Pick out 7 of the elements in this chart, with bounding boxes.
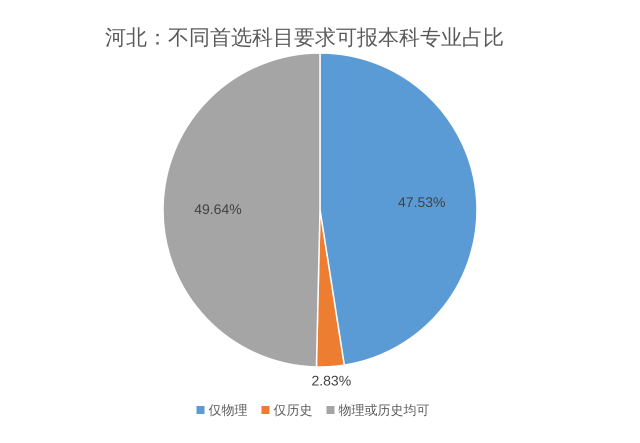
legend-label: 仅物理: [208, 402, 248, 418]
legend-label: 仅历史: [274, 402, 312, 418]
chart-title: 河北：不同首选科目要求可报本科专业占比: [105, 26, 504, 50]
data-label: 2.83%: [311, 372, 352, 389]
data-label: 49.64%: [194, 200, 242, 217]
legend-label: 物理或历史均可: [338, 402, 430, 418]
data-label: 47.53%: [398, 194, 446, 210]
